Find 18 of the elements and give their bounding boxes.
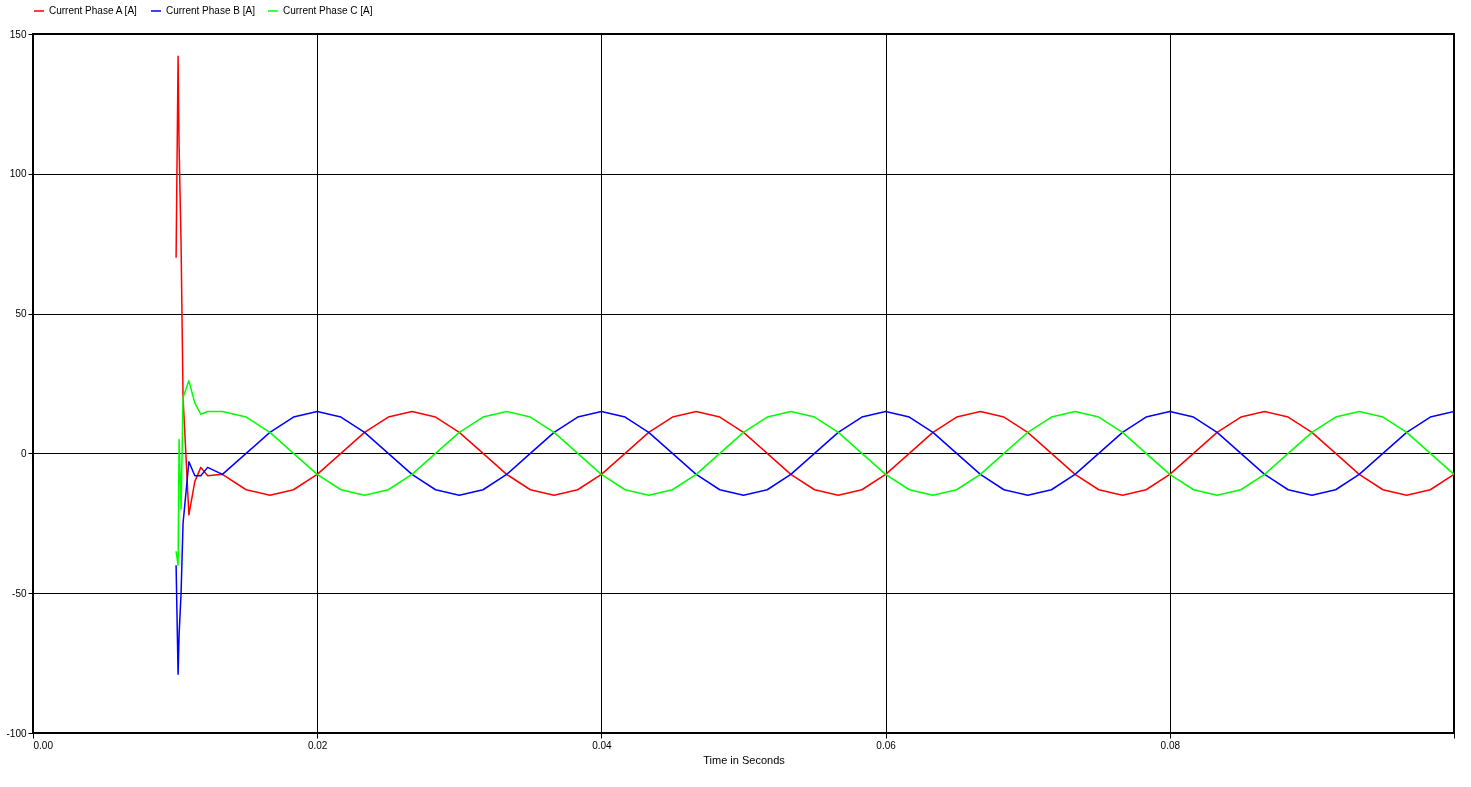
y-tick-label: 50 (15, 308, 27, 320)
line-series (175, 410, 1454, 676)
x-tick-label: 0.00 (33, 739, 54, 751)
line-series (175, 55, 1454, 516)
y-tick-label: -50 (12, 587, 27, 599)
y-tick-label: 100 (9, 168, 27, 180)
y-tick-label: -100 (6, 727, 27, 739)
legend-label: Current Phase A [A] (49, 5, 138, 16)
legend-label: Current Phase C [A] (283, 5, 373, 16)
x-axis-title: Time in Seconds (703, 753, 786, 766)
x-tick-label: 0.02 (307, 739, 328, 751)
x-tick-label: 0.06 (876, 739, 897, 751)
x-tick-label: 0.04 (592, 739, 613, 751)
x-tick-label: 0.08 (1160, 739, 1181, 751)
y-tick-label: 0 (20, 447, 27, 459)
legend-label: Current Phase B [A] (166, 5, 256, 16)
y-tick-label: 150 (9, 28, 27, 40)
line-series (175, 379, 1454, 566)
